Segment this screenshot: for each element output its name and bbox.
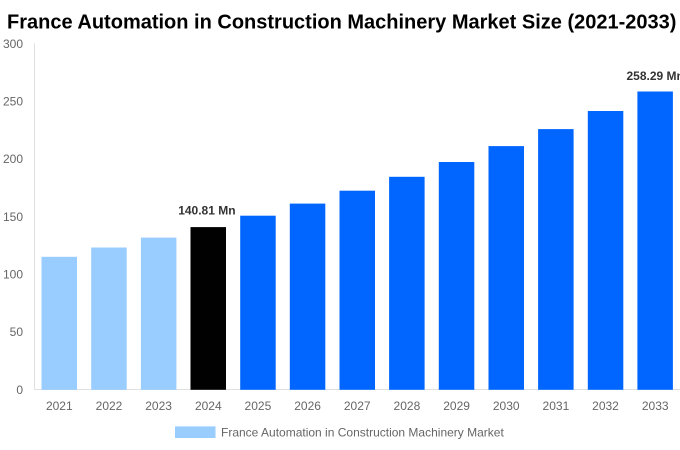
svg-text:100: 100	[3, 268, 23, 282]
svg-text:140.81 Mn: 140.81 Mn	[178, 203, 235, 217]
svg-text:2026: 2026	[294, 399, 321, 413]
svg-text:2033: 2033	[642, 399, 669, 413]
svg-text:France Automation in Construct: France Automation in Construction Machin…	[7, 12, 676, 34]
svg-text:250: 250	[3, 95, 23, 109]
svg-text:2021: 2021	[46, 399, 73, 413]
svg-text:2023: 2023	[145, 399, 172, 413]
svg-text:50: 50	[10, 325, 24, 339]
svg-text:France Automation in Construct: France Automation in Construction Machin…	[221, 425, 504, 439]
svg-text:2024: 2024	[195, 399, 222, 413]
svg-text:2022: 2022	[96, 399, 123, 413]
svg-text:0: 0	[16, 383, 23, 397]
svg-text:2032: 2032	[592, 399, 619, 413]
svg-text:2027: 2027	[344, 399, 371, 413]
svg-text:150: 150	[3, 210, 23, 224]
svg-text:200: 200	[3, 152, 23, 166]
svg-text:300: 300	[3, 37, 23, 51]
svg-text:2030: 2030	[493, 399, 520, 413]
svg-text:2025: 2025	[245, 399, 272, 413]
svg-text:2028: 2028	[394, 399, 421, 413]
svg-text:2029: 2029	[443, 399, 470, 413]
svg-text:2031: 2031	[543, 399, 570, 413]
svg-text:258.29 Mn: 258.29 Mn	[627, 69, 680, 83]
